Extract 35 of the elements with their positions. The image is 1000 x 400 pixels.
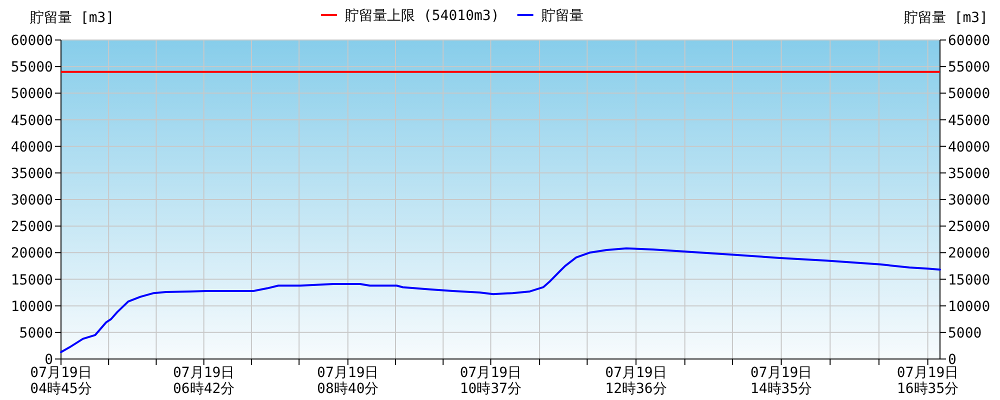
y2-tick-label: 40000 [948,139,990,156]
y-tick-label: 30000 [10,192,53,208]
y-tick-label: 35000 [10,166,53,182]
y2-tick-label: 5000 [948,325,982,342]
y-axis-title: 貯留量 [m3] [30,10,114,26]
y-tick-label: 15000 [10,272,53,288]
y2-tick-label: 15000 [948,272,990,288]
y2-tick-label: 45000 [948,112,990,129]
x-tick-label: 07月19日 06時42分 [172,365,235,397]
y-tick-label: 55000 [10,60,53,76]
x-tick-label: 07月19日 12時36分 [605,365,667,397]
legend-label: 貯留量 [541,8,584,24]
y2-tick-label: 50000 [948,86,990,102]
y2-tick-label: 55000 [948,60,990,76]
y2-tick-label: 20000 [948,246,990,262]
y-tick-label: 45000 [10,112,53,129]
y2-tick-label: 10000 [948,298,990,315]
y-tick-label: 20000 [10,246,53,262]
y2-axis-title: 貯留量 [m3] [904,10,988,26]
y2-tick-label: 25000 [948,219,990,236]
x-tick-label: 07月19日 14時35分 [750,365,812,397]
y-tick-label: 40000 [10,139,53,156]
y-tick-label: 60000 [10,33,53,49]
x-tick-label: 07月19日 10時37分 [460,365,522,397]
y-tick-label: 10000 [10,298,53,315]
legend-label: 貯留量上限 (54010m3) [345,8,500,24]
y-tick-label: 25000 [10,219,53,236]
y2-tick-label: 35000 [948,166,990,182]
y-tick-label: 50000 [10,86,53,102]
y-tick-label: 5000 [19,325,53,342]
x-tick-label: 07月19日 04時45分 [30,365,92,397]
x-tick-label: 07月19日 16時35分 [896,365,959,397]
y2-tick-label: 60000 [948,33,990,49]
y2-tick-label: 30000 [948,192,990,208]
x-tick-label: 07月19日 08時40分 [317,365,379,397]
